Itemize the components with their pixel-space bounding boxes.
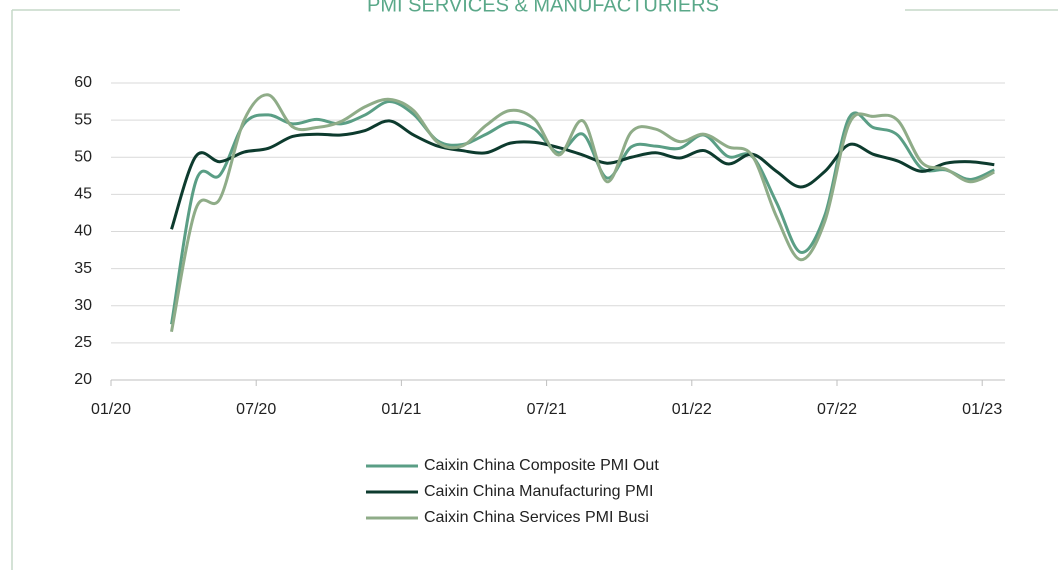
y-tick-label: 35 <box>74 260 92 277</box>
x-tick-label: 01/23 <box>962 401 1002 418</box>
y-tick-label: 30 <box>74 297 92 314</box>
y-tick-label: 55 <box>74 111 92 128</box>
y-tick-label: 50 <box>74 148 92 165</box>
legend-label: Caixin China Manufacturing PMI <box>424 483 653 500</box>
y-tick-label: 60 <box>74 74 92 91</box>
y-tick-label: 25 <box>74 334 92 351</box>
legend-label: Caixin China Services PMI Busi <box>424 509 649 526</box>
series-line <box>170 100 995 325</box>
y-tick-label: 40 <box>74 223 92 240</box>
series-line <box>170 119 995 230</box>
series-line <box>170 93 995 333</box>
x-tick-label: 01/22 <box>672 401 712 418</box>
x-tick-label: 01/21 <box>381 401 421 418</box>
x-tick-label: 07/22 <box>817 401 857 418</box>
legend-label: Caixin China Composite PMI Out <box>424 457 659 474</box>
y-tick-label: 45 <box>74 186 92 203</box>
x-tick-label: 07/21 <box>527 401 567 418</box>
x-tick-label: 01/20 <box>91 401 131 418</box>
chart-title: PMI SERVICES & MANUFACTURIERS <box>367 0 719 16</box>
y-tick-label: 20 <box>74 371 92 388</box>
x-tick-label: 07/20 <box>236 401 276 418</box>
